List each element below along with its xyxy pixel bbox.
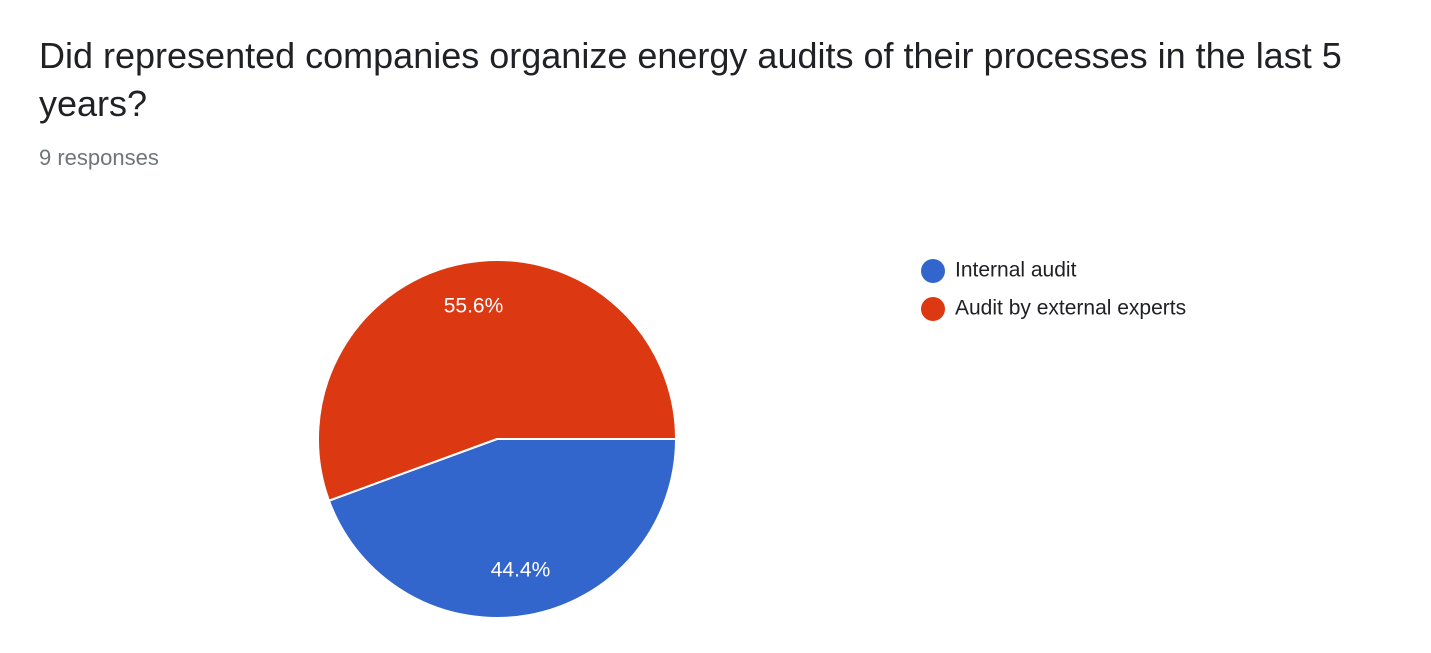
slice-label: 55.6% xyxy=(444,294,504,317)
legend-label: Audit by external experts xyxy=(955,297,1186,320)
chart-subtitle: 9 responses xyxy=(39,145,159,170)
pie-slice xyxy=(317,259,678,502)
pie-slice xyxy=(327,438,678,619)
slice-label: 44.4% xyxy=(491,559,551,582)
legend-marker xyxy=(921,259,945,283)
legend-marker xyxy=(921,297,945,321)
chart-title: Did represented companies organize energ… xyxy=(39,35,1342,124)
legend-label: Internal audit xyxy=(955,259,1077,282)
